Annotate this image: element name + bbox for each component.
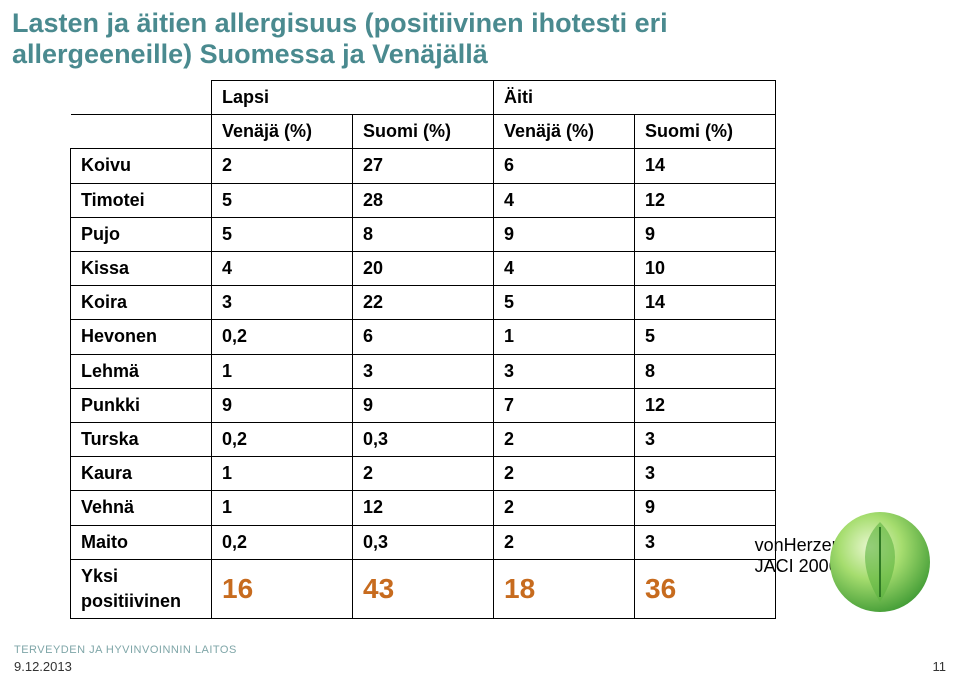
header-aiti: Äiti <box>494 81 776 115</box>
row-label: Pujo <box>71 217 212 251</box>
row-label: Kissa <box>71 252 212 286</box>
yksi-v3: 18 <box>494 559 635 618</box>
cell-v2: 8 <box>353 217 494 251</box>
cell-v4: 9 <box>635 217 776 251</box>
row-label: Punkki <box>71 388 212 422</box>
yksi-label: Yksipositiivinen <box>71 559 212 618</box>
cell-v1: 0,2 <box>212 320 353 354</box>
cell-v2: 22 <box>353 286 494 320</box>
cell-v1: 1 <box>212 354 353 388</box>
cell-v3: 4 <box>494 252 635 286</box>
row-yksi: Yksipositiivinen 16 43 18 36 <box>71 559 776 618</box>
row-label: Maito <box>71 525 212 559</box>
cell-v3: 4 <box>494 183 635 217</box>
cell-v3: 3 <box>494 354 635 388</box>
hdr-venaja-2: Venäjä (%) <box>494 115 635 149</box>
cell-v4: 3 <box>635 457 776 491</box>
cell-v1: 5 <box>212 217 353 251</box>
header-row-2: Venäjä (%) Suomi (%) Venäjä (%) Suomi (%… <box>71 115 776 149</box>
page-number: 11 <box>933 659 947 674</box>
allergy-table: Lapsi Äiti Venäjä (%) Suomi (%) Venäjä (… <box>70 80 776 619</box>
footer-date: 9.12.2013 <box>14 659 72 674</box>
cell-v2: 20 <box>353 252 494 286</box>
table-row: Koira322514 <box>71 286 776 320</box>
cell-v2: 3 <box>353 354 494 388</box>
table-row: Koivu227614 <box>71 149 776 183</box>
cell-v4: 3 <box>635 422 776 456</box>
cell-v2: 9 <box>353 388 494 422</box>
table-row: Turska0,20,323 <box>71 422 776 456</box>
cell-v2: 0,3 <box>353 525 494 559</box>
cell-v3: 7 <box>494 388 635 422</box>
table-row: Timotei528412 <box>71 183 776 217</box>
cell-v4: 14 <box>635 286 776 320</box>
cell-v3: 1 <box>494 320 635 354</box>
cell-v3: 9 <box>494 217 635 251</box>
cell-v1: 2 <box>212 149 353 183</box>
row-label: Koivu <box>71 149 212 183</box>
cell-v4: 12 <box>635 388 776 422</box>
cell-v4: 5 <box>635 320 776 354</box>
cell-v3: 2 <box>494 491 635 525</box>
table-row: Punkki99712 <box>71 388 776 422</box>
cell-v1: 0,2 <box>212 525 353 559</box>
table-row: Kaura1223 <box>71 457 776 491</box>
cell-v4: 12 <box>635 183 776 217</box>
cell-v2: 27 <box>353 149 494 183</box>
hdr-suomi-1: Suomi (%) <box>353 115 494 149</box>
cell-v1: 4 <box>212 252 353 286</box>
slide-title: Lasten ja äitien allergisuus (positiivin… <box>0 0 960 80</box>
cell-v4: 14 <box>635 149 776 183</box>
cell-v1: 9 <box>212 388 353 422</box>
org-text: TERVEYDEN JA HYVINVOINNIN LAITOS <box>14 644 237 656</box>
row-label: Lehmä <box>71 354 212 388</box>
row-label: Koira <box>71 286 212 320</box>
row-label: Vehnä <box>71 491 212 525</box>
header-lapsi: Lapsi <box>212 81 494 115</box>
cell-v1: 3 <box>212 286 353 320</box>
cell-v1: 0,2 <box>212 422 353 456</box>
yksi-v2: 43 <box>353 559 494 618</box>
row-label: Kaura <box>71 457 212 491</box>
hdr-suomi-2: Suomi (%) <box>635 115 776 149</box>
cell-v4: 9 <box>635 491 776 525</box>
cell-v2: 6 <box>353 320 494 354</box>
cell-v3: 6 <box>494 149 635 183</box>
cell-v2: 0,3 <box>353 422 494 456</box>
table-row: Pujo5899 <box>71 217 776 251</box>
cell-v2: 12 <box>353 491 494 525</box>
cell-v1: 1 <box>212 491 353 525</box>
yksi-v1: 16 <box>212 559 353 618</box>
table-row: Hevonen0,2615 <box>71 320 776 354</box>
cell-v1: 1 <box>212 457 353 491</box>
row-label: Turska <box>71 422 212 456</box>
cell-v4: 10 <box>635 252 776 286</box>
cell-v3: 2 <box>494 525 635 559</box>
table-row: Vehnä11229 <box>71 491 776 525</box>
title-line1: Lasten ja äitien allergisuus (positiivin… <box>12 8 668 38</box>
cell-v3: 2 <box>494 457 635 491</box>
cell-v2: 2 <box>353 457 494 491</box>
leaf-icon <box>820 502 940 622</box>
table-row: Kissa420410 <box>71 252 776 286</box>
cell-v3: 2 <box>494 422 635 456</box>
cell-v2: 28 <box>353 183 494 217</box>
row-label: Timotei <box>71 183 212 217</box>
row-label: Hevonen <box>71 320 212 354</box>
hdr-venaja-1: Venäjä (%) <box>212 115 353 149</box>
table-row: Maito0,20,323 <box>71 525 776 559</box>
title-line2: allergeeneille) Suomessa ja Venäjällä <box>12 39 488 69</box>
cell-v4: 8 <box>635 354 776 388</box>
cell-v3: 5 <box>494 286 635 320</box>
table-row: Lehmä1338 <box>71 354 776 388</box>
cell-v1: 5 <box>212 183 353 217</box>
header-row-1: Lapsi Äiti <box>71 81 776 115</box>
